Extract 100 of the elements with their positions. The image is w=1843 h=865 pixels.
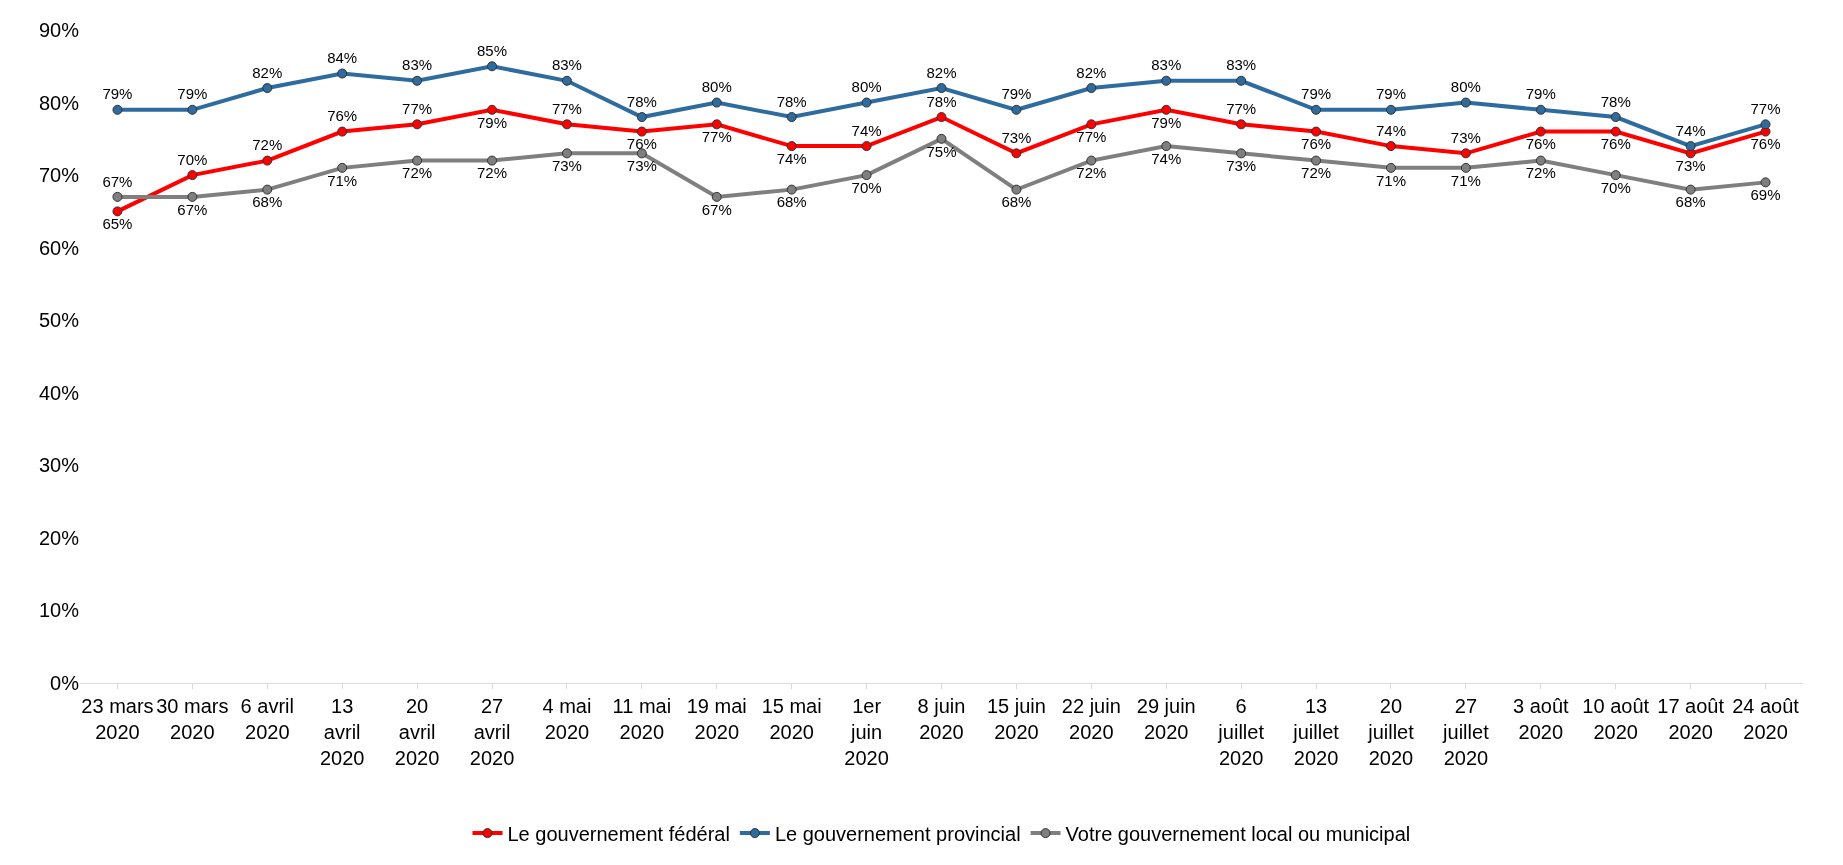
point [1236,75,1247,86]
y-tick-label: 30% [38,454,80,477]
x-tick-label: 27 juillet 2020 [1442,695,1490,769]
point [262,155,273,166]
data-label: 72% [477,164,508,182]
point [187,191,198,202]
data-label: 67% [177,200,208,218]
x-tick-label: 17 août 2020 [1657,695,1725,743]
point [936,112,947,123]
x-tick-label: 20 juillet 2020 [1367,695,1415,769]
y-tick-label: 60% [38,236,80,259]
data-label: 65% [102,215,133,233]
point [1610,170,1621,181]
point [1685,141,1696,152]
point [636,112,647,123]
data-label: 76% [1600,135,1631,153]
data-label: 68% [1001,193,1032,211]
data-label: 73% [1001,128,1032,146]
x-tick-label: 23 mars 2020 [81,695,154,743]
data-label: 73% [1675,157,1706,175]
point [711,119,722,130]
data-label: 77% [701,128,732,146]
data-label: 72% [252,136,283,154]
x-tick-label: 15 mai 2020 [761,695,822,743]
point [1385,162,1396,173]
data-label: 72% [1525,164,1556,182]
data-label: 68% [776,193,807,211]
data-label: 70% [1600,178,1631,196]
data-label: 73% [551,157,582,175]
point [112,104,123,115]
point [412,75,423,86]
point [711,191,722,202]
point [1161,104,1172,115]
legend-label: Votre gouvernement local ou municipal [1065,822,1411,845]
data-label: 82% [926,63,957,81]
point [1460,162,1471,173]
data-label: 79% [1375,85,1406,103]
point [1385,141,1396,152]
data-label: 70% [177,150,208,168]
data-label: 80% [851,78,882,96]
point [1086,155,1097,166]
data-label: 74% [776,149,807,167]
y-tick-label: 70% [38,164,80,187]
data-label: 75% [926,142,957,160]
x-tick-label: 6 avril 2020 [240,695,294,743]
data-label: 72% [1076,164,1107,182]
x-tick-label: 3 août 2020 [1513,695,1570,743]
data-label: 74% [1675,121,1706,139]
x-tick-label: 19 mai 2020 [686,695,747,743]
x-tick-label: 24 août 2020 [1732,695,1800,743]
y-tick-label: 0% [50,672,80,694]
data-label: 77% [1750,99,1781,117]
x-tick-label: 30 mars 2020 [156,695,229,743]
data-label: 83% [1226,56,1257,74]
legend-label: Le gouvernement provincial [774,822,1021,845]
y-tick-label: 50% [38,309,80,332]
data-label: 85% [477,41,508,59]
y-tick-label: 20% [38,526,80,549]
point [1236,119,1247,130]
point [1760,177,1771,188]
point [187,104,198,115]
data-label: 74% [1375,121,1406,139]
point [1460,97,1471,108]
x-tick-label: 10 août 2020 [1582,695,1650,743]
x-tick-label: 27 avril 2020 [469,695,515,769]
point [1311,155,1322,166]
x-tick-label: 20 avril 2020 [394,695,440,769]
x-tick-label: 15 juin 2020 [986,695,1046,743]
point [636,148,647,159]
point [561,75,572,86]
data-label: 78% [776,92,807,110]
point [936,133,947,144]
point [412,119,423,130]
point [1161,75,1172,86]
point [1610,112,1621,123]
point [487,155,498,166]
data-label: 77% [551,99,582,117]
x-tick-label: 13 avril 2020 [319,695,365,769]
point [487,61,498,72]
x-tick-label: 6 juillet 2020 [1217,695,1265,769]
point [861,141,872,152]
data-label: 68% [252,193,283,211]
point [1760,119,1771,130]
data-label: 79% [1001,85,1032,103]
y-tick-label: 90% [38,19,80,41]
data-label: 74% [1151,149,1182,167]
point [636,126,647,137]
data-label: 74% [851,121,882,139]
data-label: 84% [327,49,358,67]
point [1535,104,1546,115]
data-label: 77% [1226,99,1257,117]
data-label: 80% [701,78,732,96]
data-label: 71% [1375,171,1406,189]
point [561,148,572,159]
point [1011,104,1022,115]
data-label: 71% [327,171,358,189]
point [1535,126,1546,137]
data-label: 68% [1675,193,1706,211]
point [786,112,797,123]
data-label: 76% [327,107,358,125]
